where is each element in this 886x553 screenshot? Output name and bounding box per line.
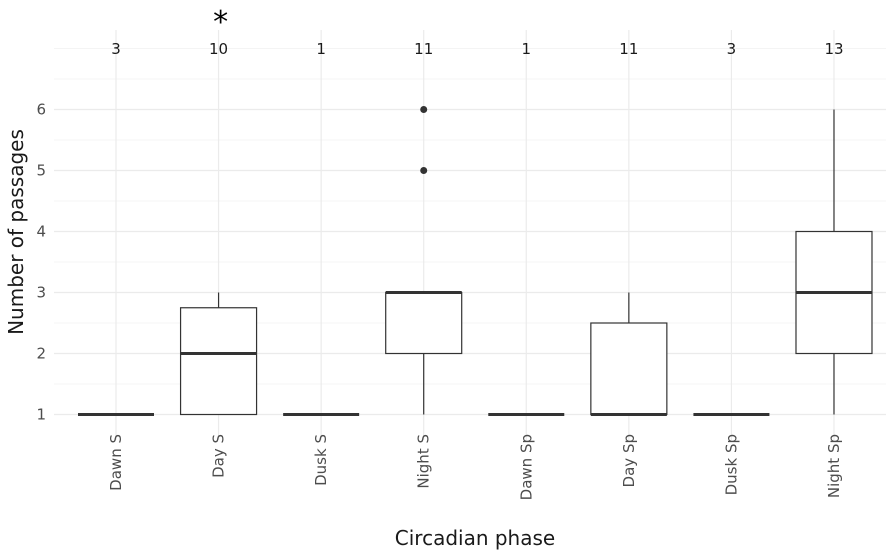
count-label: 1	[316, 40, 326, 58]
y-tick-label: 1	[36, 406, 46, 424]
box-body	[385, 291, 463, 355]
y-tick-label: 5	[36, 162, 46, 180]
count-label: 13	[824, 40, 843, 58]
annotations: *	[213, 5, 228, 40]
significance-marker: *	[213, 5, 228, 40]
y-tick-label: 3	[36, 284, 46, 302]
x-axis-ticks: Dawn S Day S Dusk S Night S Dawn Sp Day Sp Dus…	[107, 434, 843, 500]
grid-lines	[54, 30, 886, 440]
count-label: 11	[619, 40, 638, 58]
y-axis-title: Number of passages	[4, 129, 28, 335]
x-tick-label: Night Sp	[825, 434, 843, 498]
x-tick-label: Day S	[210, 434, 228, 478]
x-axis-title: Circadian phase	[395, 526, 555, 550]
x-tick-label: Dawn Sp	[517, 434, 535, 500]
box-day-sp	[590, 292, 668, 416]
x-tick-label: Dusk Sp	[722, 434, 740, 495]
boxes	[78, 106, 873, 416]
y-axis-ticks: 1 2 3 4 5 6	[36, 101, 46, 424]
box-body	[179, 307, 258, 416]
outlier-point	[420, 106, 428, 113]
count-label: 10	[209, 40, 228, 58]
y-tick-label: 6	[36, 101, 46, 119]
x-tick-label: Dawn S	[107, 434, 125, 491]
box-night-s	[385, 106, 463, 415]
box-day-s	[179, 292, 258, 416]
outlier-point	[420, 167, 428, 174]
x-tick-label: Night S	[415, 434, 433, 489]
count-label: 3	[111, 40, 121, 58]
box-night-sp	[795, 109, 873, 415]
y-tick-label: 2	[36, 345, 46, 363]
box-body	[590, 322, 668, 416]
count-label: 3	[727, 40, 737, 58]
count-label: 11	[414, 40, 433, 58]
x-tick-label: Day Sp	[620, 434, 638, 487]
y-tick-label: 4	[36, 223, 46, 241]
count-label: 1	[522, 40, 532, 58]
sample-counts: 3 10 1 11 1 11 3 13	[111, 40, 843, 58]
x-tick-label: Dusk S	[312, 434, 330, 486]
